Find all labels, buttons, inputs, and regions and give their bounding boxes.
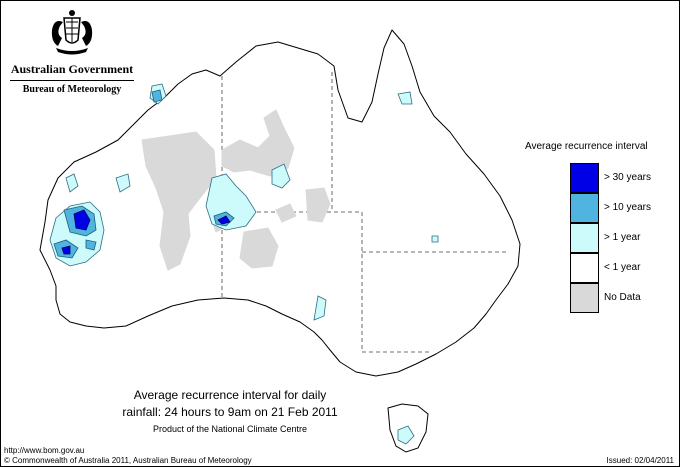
legend-label: No Data — [604, 292, 641, 303]
tasmania-wet-patch — [397, 425, 415, 445]
above-30-year-regions — [61, 209, 231, 255]
copyright-notice: © Commonwealth of Australia 2011, Austra… — [4, 456, 252, 465]
legend-title: Average recurrence interval — [525, 141, 648, 152]
government-logo: Australian Government Bureau of Meteorol… — [10, 8, 134, 98]
header-divider — [10, 80, 134, 81]
map-title-line2: rainfall: 24 hours to 9am on 21 Feb 2011 — [122, 405, 338, 419]
legend-swatch-gt30 — [570, 163, 599, 193]
bom-url-link[interactable]: http://www.bom.gov.au — [4, 446, 85, 455]
map-title-line1: Average recurrence interval for daily — [133, 388, 327, 402]
legend-swatch-gt10 — [570, 193, 599, 223]
legend-label: < 1 year — [604, 262, 641, 273]
legend-label: > 1 year — [604, 232, 641, 243]
agency-name: Bureau of Meteorology — [22, 84, 122, 95]
legend-swatch-lt1 — [570, 253, 599, 283]
legend-swatch-nodata — [570, 283, 599, 313]
coat-of-arms-icon — [51, 10, 93, 55]
australia-mainland — [39, 29, 521, 377]
product-credit: Product of the National Climate Centre — [152, 424, 308, 434]
legend-label: > 10 years — [604, 202, 651, 213]
legend-label: > 30 years — [604, 172, 651, 183]
legend-swatch-gt1 — [570, 223, 599, 253]
issued-date: Issued: 02/04/2011 — [606, 456, 674, 465]
government-title: Australian Government — [10, 62, 134, 76]
